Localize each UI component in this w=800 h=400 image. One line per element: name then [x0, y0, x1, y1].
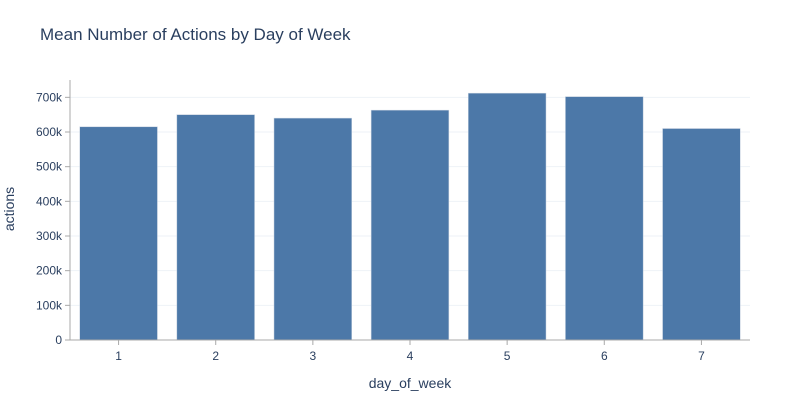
x-tick-labels: 1 2 3 4 5 6 7: [115, 349, 705, 363]
chart-title: Mean Number of Actions by Day of Week: [40, 25, 351, 44]
x-tick-label: 5: [504, 349, 511, 363]
bar-day-3: [273, 117, 352, 341]
y-tick-label: 0: [55, 333, 62, 347]
bar-day-6: [565, 96, 644, 341]
bar-day-1: [79, 126, 158, 341]
x-tick-label: 6: [601, 349, 608, 363]
x-tick-label: 2: [212, 349, 219, 363]
y-tick-label: 700k: [36, 90, 63, 104]
y-tick-label: 200k: [36, 264, 63, 278]
y-tick-label: 300k: [36, 229, 63, 243]
bar-day-4: [370, 109, 450, 341]
x-tick-label: 4: [407, 349, 414, 363]
axes: [65, 80, 750, 345]
bar-day-7: [662, 128, 741, 341]
y-tick-label: 500k: [36, 160, 63, 174]
x-tick-label: 1: [115, 349, 122, 363]
bar-day-5: [468, 92, 547, 341]
x-tick-label: 7: [698, 349, 705, 363]
y-tick-labels: 0 100k 200k 300k 400k 500k 600k 700k: [36, 90, 63, 347]
bars: [79, 92, 741, 341]
y-tick-label: 100k: [36, 298, 63, 312]
bar-day-2: [176, 114, 255, 341]
x-tick-label: 3: [310, 349, 317, 363]
y-tick-label: 600k: [36, 125, 63, 139]
x-axis-title: day_of_week: [369, 375, 453, 391]
y-tick-label: 400k: [36, 194, 63, 208]
y-axis-title: actions: [1, 187, 17, 231]
